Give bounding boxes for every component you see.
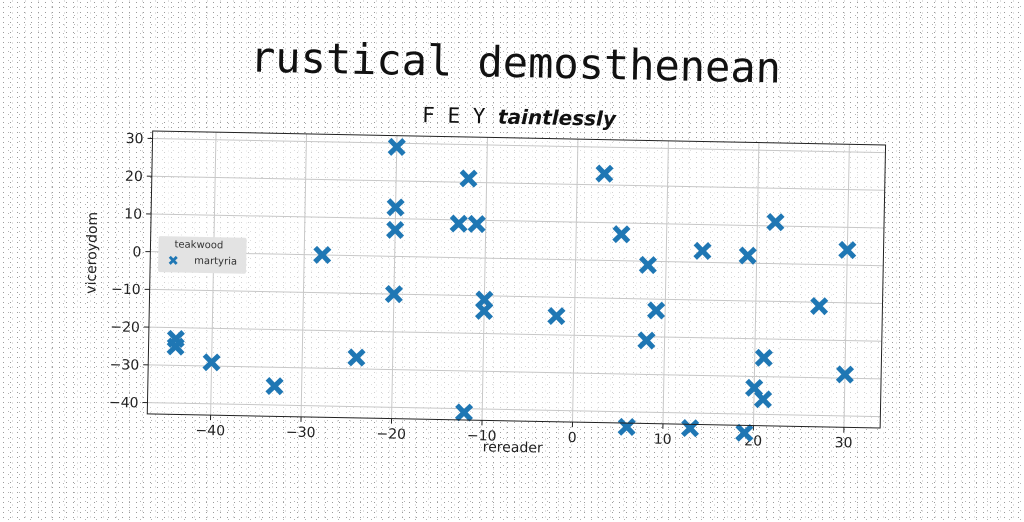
y-tick-label: −10 xyxy=(111,282,141,299)
plot-area xyxy=(147,131,885,428)
y-tick-label: 0 xyxy=(132,244,141,260)
x-tick-label: −30 xyxy=(286,425,316,442)
x-tick-label: 10 xyxy=(654,432,672,448)
y-ticks: −40 −30 −20 −10 0 10 20 30 xyxy=(109,131,153,412)
x-tick-label: 30 xyxy=(835,435,853,451)
title-prefix: F E Y xyxy=(422,103,486,128)
x-tick-label: 0 xyxy=(568,430,577,446)
y-tick-label: 10 xyxy=(124,206,142,222)
legend-title: teakwood xyxy=(174,239,223,251)
y-tick-label: 30 xyxy=(126,131,144,147)
x-tick-label: −40 xyxy=(195,423,225,440)
x-axis-label: rereader xyxy=(483,439,543,456)
y-tick-label: 20 xyxy=(125,169,143,185)
title-suffix: taintlessly xyxy=(498,105,617,131)
y-tick-label: −30 xyxy=(109,357,139,374)
y-tick-label: −40 xyxy=(109,395,139,412)
legend-marker xyxy=(167,254,179,266)
y-axis-label: viceroydom xyxy=(84,212,102,294)
y-tick-label: −20 xyxy=(110,319,140,336)
chart-title: F E Y taintlessly xyxy=(422,103,617,131)
legend-label: martyria xyxy=(194,256,237,268)
x-tick-label: −20 xyxy=(376,426,406,443)
legend: teakwood martyria xyxy=(158,236,247,274)
